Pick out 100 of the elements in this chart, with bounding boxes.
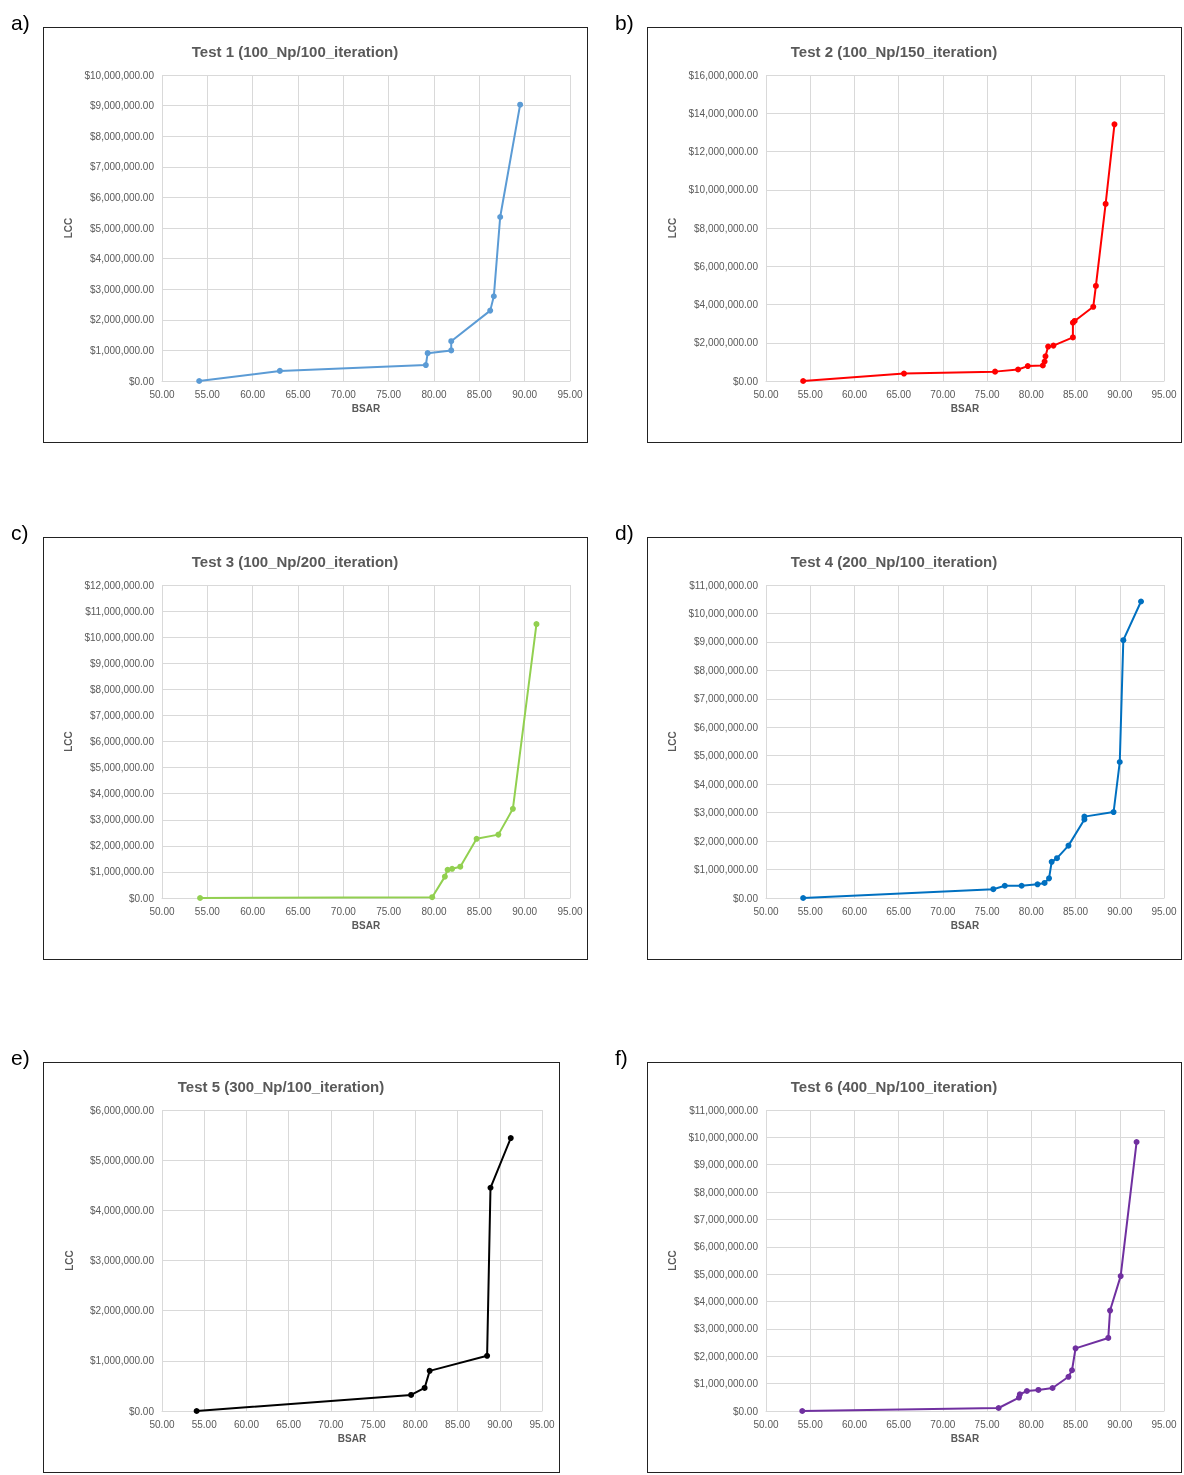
x-axis-title: BSAR: [337, 1433, 367, 1445]
y-tick-label: $6,000,000.00: [90, 1104, 155, 1116]
y-tick-label: $12,000,000.00: [688, 146, 759, 157]
y-tick-label: $6,000,000.00: [694, 721, 759, 733]
point: [517, 101, 524, 108]
x-tick-label: 60.00: [233, 1418, 260, 1430]
y-tick-label: $1,000,000.00: [90, 1355, 155, 1367]
point: [1116, 758, 1123, 765]
x-tick-label: 50.00: [753, 905, 779, 917]
x-axis-title: BSAR: [950, 403, 980, 415]
y-tick-label: $7,000,000.00: [694, 693, 759, 705]
y-tick-label: $9,000,000.00: [694, 636, 759, 648]
point: [1110, 809, 1117, 816]
y-axis-title: LCC: [63, 731, 75, 752]
y-axis-title: LCC: [667, 731, 679, 752]
x-tick-label: 50.00: [149, 905, 175, 917]
point: [1053, 855, 1060, 862]
point: [196, 378, 203, 384]
x-axis-title: BSAR: [950, 1433, 980, 1445]
x-tick-label: 60.00: [841, 388, 868, 400]
y-tick-label: $5,000,000.00: [90, 222, 155, 234]
y-tick-label: $8,000,000.00: [694, 1186, 759, 1198]
point: [1133, 1139, 1140, 1146]
x-tick-label: 90.00: [1107, 905, 1133, 917]
y-tick-label: $4,000,000.00: [90, 253, 155, 265]
chart-title: Test 3 (100_Np/200_iteration): [191, 553, 399, 570]
point: [900, 370, 907, 377]
text: b): [615, 11, 634, 34]
y-tick-label: $12,000,000.00: [84, 579, 155, 591]
point: [1045, 343, 1052, 350]
x-tick-label: 50.00: [753, 388, 779, 400]
point: [495, 831, 502, 838]
y-tick-label: $1,000,000.00: [90, 344, 155, 356]
chart-title: Test 4 (200_Np/100_iteration): [790, 553, 998, 570]
point: [1065, 842, 1072, 849]
point: [276, 367, 283, 374]
y-tick-label: $5,000,000.00: [90, 1154, 155, 1166]
x-tick-label: 75.00: [376, 905, 402, 917]
y-tick-label: $10,000,000.00: [84, 631, 155, 643]
x-tick-label: 50.00: [149, 388, 175, 400]
point: [799, 1408, 806, 1414]
point: [1015, 366, 1022, 373]
y-tick-label: $2,000,000.00: [90, 314, 155, 326]
text: f): [615, 1046, 628, 1069]
y-tick-label: $6,000,000.00: [694, 260, 759, 272]
point: [1050, 342, 1057, 349]
point: [507, 1135, 514, 1142]
point: [421, 1384, 428, 1391]
y-tick-label: $1,000,000.00: [90, 866, 155, 878]
point: [1090, 303, 1097, 310]
x-tick-label: 90.00: [512, 905, 538, 917]
point: [1102, 200, 1109, 207]
x-tick-label: 85.00: [1063, 905, 1089, 917]
y-tick-label: $6,000,000.00: [90, 736, 155, 747]
y-tick-label: $10,000,000.00: [688, 184, 759, 196]
point: [197, 895, 204, 901]
point: [800, 895, 807, 901]
y-tick-label: $4,000,000.00: [90, 1204, 155, 1216]
x-tick-label: 95.00: [1151, 905, 1177, 917]
point: [497, 213, 504, 220]
point: [429, 894, 436, 901]
x-tick-label: 80.00: [1018, 905, 1045, 917]
y-tick-label: $0.00: [732, 892, 759, 904]
y-tick-label: $7,000,000.00: [694, 1213, 759, 1225]
y-tick-label: $0.00: [128, 1405, 155, 1417]
x-tick-label: 65.00: [886, 388, 912, 400]
point: [533, 621, 540, 628]
y-tick-label: $0.00: [128, 892, 155, 904]
x-tick-label: 70.00: [930, 388, 956, 400]
x-axis-title: BSAR: [351, 403, 381, 415]
point: [484, 1352, 491, 1359]
y-tick-label: $11,000,000.00: [85, 605, 155, 617]
y-tick-label: $2,000,000.00: [90, 1305, 155, 1317]
y-tick-label: $14,000,000.00: [688, 107, 759, 119]
x-tick-label: 60.00: [240, 388, 266, 400]
y-tick-label: $9,000,000.00: [694, 1159, 759, 1171]
chart-title: Test 2 (100_Np/150_iteration): [790, 43, 998, 60]
x-tick-label: 65.00: [285, 388, 311, 400]
point: [509, 805, 516, 812]
point: [1138, 598, 1144, 605]
point: [990, 886, 997, 893]
point: [1035, 1386, 1042, 1393]
x-tick-label: 60.00: [841, 1418, 868, 1430]
point: [448, 347, 455, 354]
point: [1092, 282, 1099, 289]
point: [1107, 1307, 1114, 1314]
text: a): [11, 11, 30, 34]
x-tick-label: 75.00: [974, 1418, 1001, 1430]
y-tick-label: $8,000,000.00: [694, 664, 759, 676]
y-tick-label: $2,000,000.00: [694, 337, 759, 349]
x-tick-label: 95.00: [529, 1418, 555, 1430]
x-tick-label: 80.00: [1018, 388, 1045, 400]
y-tick-label: $10,000,000.00: [688, 607, 759, 619]
x-axis-title: BSAR: [351, 920, 381, 932]
point: [1001, 882, 1008, 889]
y-axis-title: LCC: [63, 217, 75, 239]
point: [1023, 1388, 1030, 1395]
y-tick-label: $6,000,000.00: [694, 1241, 759, 1253]
y-tick-label: $7,000,000.00: [90, 161, 155, 173]
chart-title: Test 6 (400_Np/100_iteration): [790, 1078, 998, 1095]
